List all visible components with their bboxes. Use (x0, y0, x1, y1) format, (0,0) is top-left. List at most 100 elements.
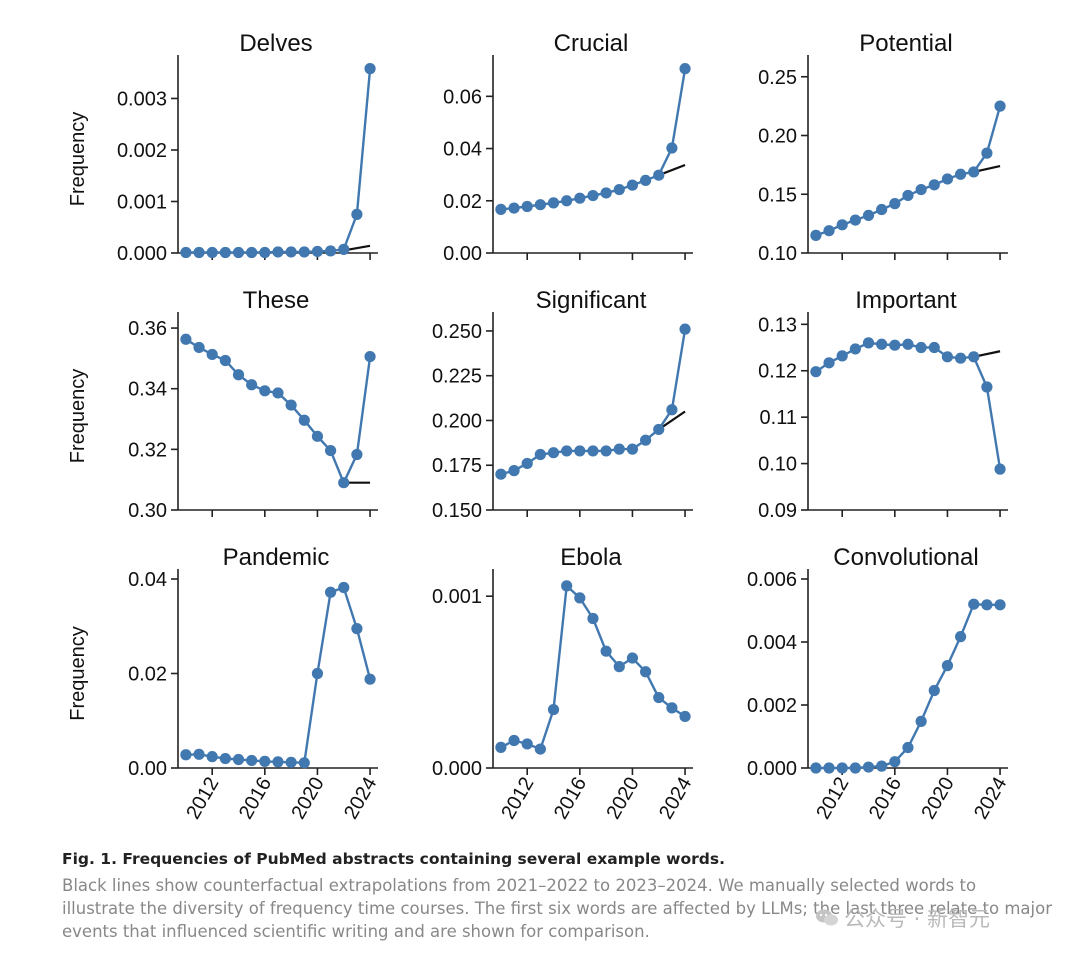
data-point (338, 243, 350, 255)
y-tick-label: 0.09 (758, 500, 797, 522)
data-point (666, 702, 678, 714)
y-tick-label: 0.04 (128, 569, 167, 591)
data-point (311, 245, 324, 258)
data-point (639, 666, 652, 678)
data-point (311, 430, 324, 442)
panel-title: Delves (239, 30, 312, 57)
data-point (338, 477, 350, 489)
data-point (849, 762, 861, 774)
y-tick-label: 0.20 (758, 126, 797, 148)
data-point (902, 189, 914, 202)
data-point (246, 754, 258, 767)
data-point (613, 183, 625, 196)
data-point (574, 592, 586, 604)
data-point (364, 350, 376, 363)
x-tick-label: 2020 (602, 774, 643, 824)
panel-delves: Delves 0.000 0.001 0.002 0.003 Frequency (67, 30, 378, 265)
data-point (561, 580, 573, 592)
data-point (876, 203, 888, 216)
data-point (508, 465, 520, 477)
y-tick-label: 0.225 (432, 366, 482, 388)
data-point (272, 387, 284, 399)
data-point (495, 203, 507, 215)
data-point (547, 447, 560, 459)
data-point (915, 183, 927, 196)
panel-important: Important 0.09 0.10 0.11 0.12 0.13 (758, 287, 1008, 522)
data-point (849, 214, 861, 226)
y-tick-label: 0.10 (758, 454, 797, 476)
data-point (666, 142, 678, 154)
data-point (587, 612, 599, 625)
data-point (324, 245, 337, 257)
data-point (836, 762, 848, 774)
data-point (534, 448, 546, 461)
y-tick-label: 0.200 (432, 410, 482, 432)
data-point (981, 599, 993, 611)
y-tick-label: 0.34 (128, 379, 167, 401)
data-point (508, 202, 520, 214)
panel-potential: Potential 0.10 0.15 0.20 0.25 (758, 30, 1008, 265)
data-point (495, 741, 507, 753)
y-tick-label: 0.02 (443, 191, 482, 213)
y-tick-label: 0.002 (747, 695, 797, 717)
data-point (193, 748, 205, 760)
data-point (836, 350, 848, 362)
panel-title: Potential (859, 30, 952, 57)
panel-significant: Significant 0.150 0.175 0.200 0.225 0.250 (432, 287, 693, 522)
data-point (823, 225, 835, 237)
data-point (836, 219, 848, 231)
data-point (206, 348, 218, 361)
data-point (534, 199, 546, 211)
data-point (994, 599, 1006, 611)
data-point (810, 229, 822, 241)
data-point (180, 333, 192, 345)
x-tick-label: 2012 (497, 774, 538, 824)
y-tick-label: 0.004 (747, 632, 797, 654)
y-tick-label: 0.02 (128, 664, 167, 686)
data-point (666, 404, 678, 416)
data-point (653, 423, 665, 436)
data-point (941, 173, 954, 185)
data-point (626, 652, 639, 664)
data-point (587, 189, 599, 202)
data-point (259, 385, 271, 397)
data-point (259, 246, 271, 259)
y-axis-label: Frequency (67, 112, 89, 207)
data-point (193, 246, 205, 259)
data-point (968, 598, 980, 610)
x-tick-label: 2020 (287, 774, 328, 824)
data-point (324, 444, 337, 457)
data-point (679, 63, 691, 75)
panel-title: Pandemic (223, 544, 330, 571)
data-point (862, 337, 875, 349)
data-point (219, 354, 231, 367)
data-point (364, 673, 376, 685)
x-tick-label: 2024 (340, 774, 381, 824)
y-tick-label: 0.002 (117, 140, 167, 162)
data-point (639, 174, 652, 187)
data-point (561, 195, 573, 207)
data-point (823, 357, 835, 369)
y-tick-label: 0.250 (432, 321, 482, 343)
data-point (324, 586, 337, 598)
data-point (508, 734, 520, 747)
y-tick-label: 0.000 (747, 758, 797, 780)
data-point (246, 379, 258, 391)
data-point (968, 351, 980, 363)
data-point (810, 762, 822, 774)
data-point (600, 645, 612, 657)
data-point (206, 751, 218, 763)
data-point (351, 623, 363, 635)
y-tick-label: 0.13 (758, 314, 797, 336)
panel-ebola: Ebola 0.000 0.001 2012 2016 2020 2024 (432, 544, 696, 823)
panel-title: Important (855, 287, 957, 314)
y-tick-label: 0.006 (747, 569, 797, 591)
y-tick-label: 0.001 (117, 191, 167, 213)
y-tick-label: 0.06 (443, 86, 482, 108)
y-axis-label: Frequency (67, 369, 89, 464)
data-point (849, 343, 861, 355)
panel-title: Crucial (554, 30, 629, 57)
data-point (561, 445, 573, 457)
x-tick-label: 2024 (655, 774, 696, 824)
data-point (285, 246, 297, 258)
